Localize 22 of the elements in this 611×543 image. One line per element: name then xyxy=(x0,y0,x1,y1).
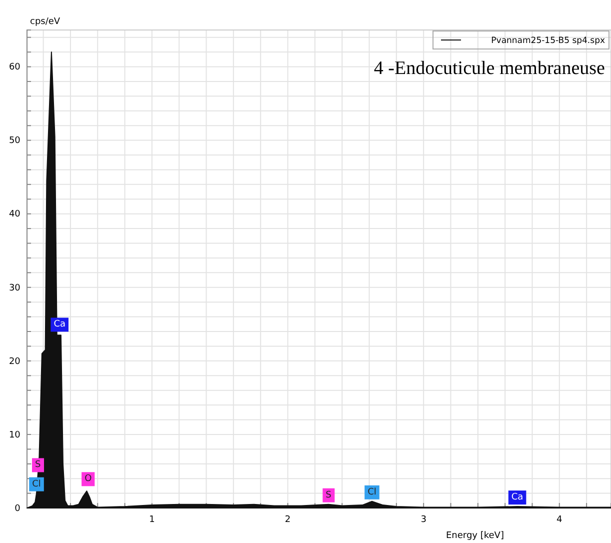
x-tick-label: 3 xyxy=(420,514,426,525)
annotation: Ca xyxy=(511,492,524,503)
y-tick-label: 10 xyxy=(8,430,21,440)
annotation: S xyxy=(326,490,332,500)
y-axis-title: cps/eV xyxy=(30,17,61,27)
y-tick-label: 50 xyxy=(8,136,21,146)
y-tick-label: 0 xyxy=(14,504,21,514)
text: Pvannam25-15-B5 sp4.spx xyxy=(491,36,605,46)
text: 4 -Endocuticule membraneuse xyxy=(374,58,605,79)
annotation: Ca xyxy=(54,320,66,330)
x-tick-label: 2 xyxy=(284,514,291,525)
y-tick-label: 40 xyxy=(8,210,21,220)
annotation: Cl xyxy=(32,479,41,490)
x-tick-label: 1 xyxy=(149,514,155,525)
x-axis-title: Energy [keV] xyxy=(446,531,504,541)
y-tick-label: 20 xyxy=(8,356,21,367)
y-tick-label: 30 xyxy=(8,283,21,294)
annotation: O xyxy=(84,474,92,484)
annotation: Cl xyxy=(368,487,376,498)
annotation: S xyxy=(35,460,42,470)
y-tick-label: 60 xyxy=(8,62,21,73)
x-tick-label: 4 xyxy=(556,514,563,525)
